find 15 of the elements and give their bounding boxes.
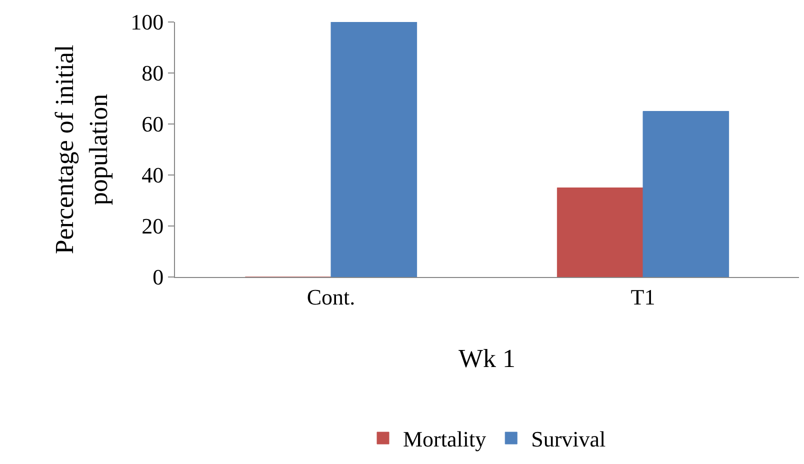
x-tick-label: T1	[630, 284, 656, 310]
legend-label: Mortality	[403, 426, 486, 452]
bar	[330, 22, 418, 277]
legend-label: Survival	[531, 426, 606, 452]
y-tick-label: 100	[130, 10, 164, 35]
x-tick-label: Cont.	[306, 284, 356, 310]
y-axis-title: Percentage of initial population	[50, 44, 113, 254]
y-tick-label: 40	[142, 162, 164, 188]
bar	[556, 188, 644, 277]
y-tick-label: 0	[152, 264, 164, 290]
y-tick-label: 60	[142, 112, 164, 137]
bar	[642, 111, 730, 277]
x-axis-title: Wk 1	[458, 344, 516, 374]
y-tick-label: 20	[142, 214, 164, 239]
y-tick-label: 80	[142, 60, 164, 86]
